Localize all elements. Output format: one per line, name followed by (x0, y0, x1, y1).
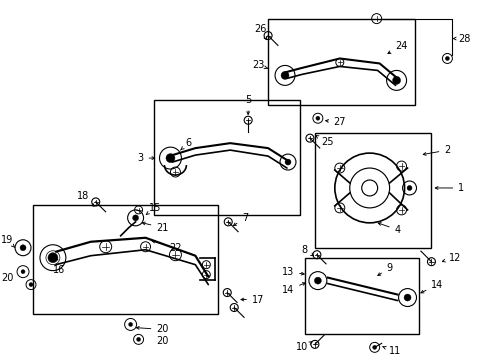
Circle shape (445, 57, 449, 60)
Text: 10: 10 (296, 342, 312, 352)
Text: 20: 20 (136, 324, 169, 334)
Circle shape (29, 283, 33, 287)
Circle shape (20, 245, 26, 251)
Text: 20: 20 (156, 336, 169, 346)
Text: 14: 14 (282, 283, 305, 294)
Circle shape (373, 345, 377, 349)
Text: 5: 5 (245, 95, 251, 114)
Text: 12: 12 (442, 253, 462, 263)
Text: 2: 2 (423, 145, 450, 155)
Circle shape (137, 337, 141, 341)
Text: 3: 3 (138, 153, 155, 163)
Text: 22: 22 (152, 240, 182, 253)
Text: 4: 4 (378, 223, 401, 235)
Text: 23: 23 (252, 60, 268, 71)
Text: 6: 6 (180, 138, 192, 150)
Text: 20: 20 (1, 273, 13, 283)
Text: 27: 27 (326, 117, 346, 127)
Circle shape (48, 253, 58, 263)
Circle shape (315, 277, 321, 284)
Text: 25: 25 (316, 136, 334, 147)
Text: 26: 26 (254, 24, 267, 40)
Text: 28: 28 (453, 33, 470, 44)
Text: 19: 19 (1, 235, 15, 248)
Text: 9: 9 (378, 263, 392, 275)
Circle shape (281, 71, 289, 80)
Text: 14: 14 (421, 280, 443, 293)
Text: 11: 11 (383, 346, 401, 356)
Circle shape (404, 294, 411, 301)
Circle shape (407, 185, 412, 190)
Bar (305, 258, 419, 334)
Text: 24: 24 (388, 41, 408, 54)
Text: 8: 8 (301, 245, 314, 256)
Circle shape (392, 76, 400, 84)
Text: 7: 7 (233, 213, 248, 226)
Text: 13: 13 (282, 267, 304, 276)
Circle shape (128, 323, 133, 327)
Text: 17: 17 (241, 294, 264, 305)
Circle shape (285, 159, 291, 165)
Bar (153, 100, 300, 215)
Bar (268, 19, 415, 105)
Text: 15: 15 (146, 203, 162, 214)
Bar (33, 205, 218, 315)
Text: 16: 16 (53, 258, 65, 275)
Text: 18: 18 (76, 191, 94, 206)
Circle shape (166, 154, 175, 163)
Circle shape (133, 215, 139, 221)
Circle shape (316, 116, 320, 120)
Bar (315, 133, 432, 248)
Text: 1: 1 (435, 183, 465, 193)
Circle shape (21, 270, 25, 274)
Text: 21: 21 (142, 222, 169, 233)
